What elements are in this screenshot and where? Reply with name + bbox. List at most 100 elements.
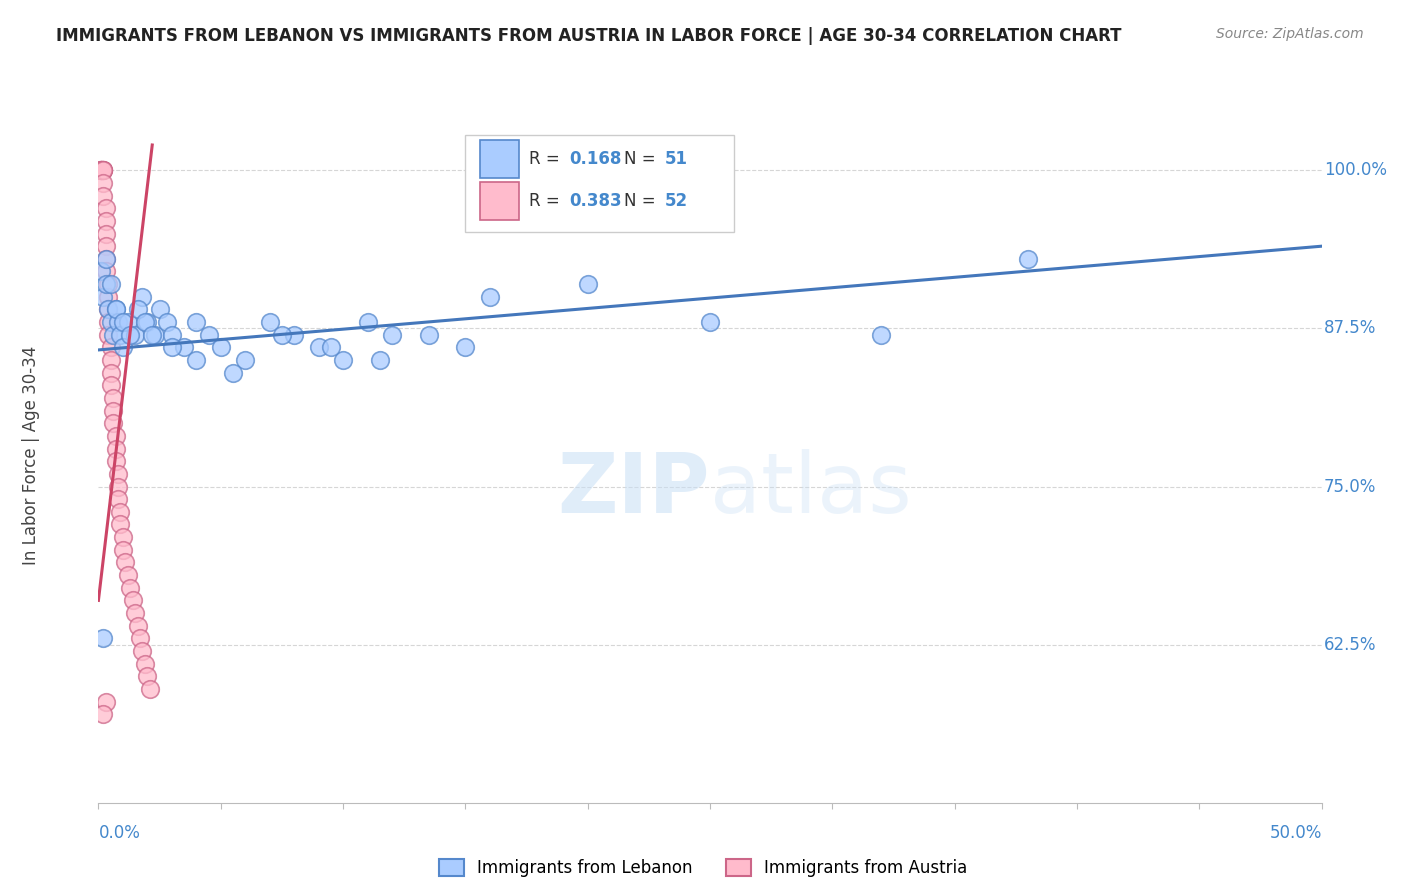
- Point: [356, 315, 378, 329]
- Point: [134, 315, 156, 329]
- Point: [104, 302, 127, 317]
- Point: [90, 163, 112, 178]
- Point: [94, 695, 117, 709]
- Point: [94, 252, 117, 266]
- Point: [197, 327, 219, 342]
- Text: 87.5%: 87.5%: [1324, 319, 1376, 337]
- Point: [94, 214, 117, 228]
- Point: [143, 327, 166, 342]
- Point: [101, 403, 124, 417]
- Point: [139, 681, 162, 696]
- Point: [134, 657, 156, 671]
- Point: [91, 163, 114, 178]
- Point: [100, 315, 122, 329]
- Point: [104, 302, 127, 317]
- Text: In Labor Force | Age 30-34: In Labor Force | Age 30-34: [22, 345, 41, 565]
- Point: [107, 315, 129, 329]
- Text: N =: N =: [624, 192, 661, 210]
- Legend: Immigrants from Lebanon, Immigrants from Austria: Immigrants from Lebanon, Immigrants from…: [432, 852, 974, 884]
- Point: [101, 417, 124, 431]
- Point: [97, 302, 120, 317]
- Point: [90, 163, 112, 178]
- Point: [454, 340, 477, 354]
- Point: [90, 163, 112, 178]
- Point: [91, 290, 114, 304]
- Point: [94, 252, 117, 266]
- Text: N =: N =: [624, 150, 661, 169]
- Text: atlas: atlas: [710, 450, 911, 530]
- Text: 52: 52: [665, 192, 688, 210]
- Point: [91, 176, 114, 190]
- Point: [94, 227, 117, 241]
- Text: 0.0%: 0.0%: [98, 823, 141, 842]
- Point: [111, 530, 134, 544]
- Text: IMMIGRANTS FROM LEBANON VS IMMIGRANTS FROM AUSTRIA IN LABOR FORCE | AGE 30-34 CO: IMMIGRANTS FROM LEBANON VS IMMIGRANTS FR…: [56, 27, 1122, 45]
- Text: 0.168: 0.168: [569, 150, 621, 169]
- Point: [94, 239, 117, 253]
- Point: [381, 327, 404, 342]
- FancyBboxPatch shape: [465, 135, 734, 232]
- Point: [127, 618, 149, 632]
- Point: [156, 315, 179, 329]
- Point: [110, 517, 132, 532]
- Text: R =: R =: [529, 150, 565, 169]
- Point: [160, 340, 183, 354]
- Point: [576, 277, 599, 292]
- Text: 51: 51: [665, 150, 688, 169]
- Point: [121, 593, 143, 607]
- Point: [478, 290, 501, 304]
- Text: Source: ZipAtlas.com: Source: ZipAtlas.com: [1216, 27, 1364, 41]
- Point: [117, 568, 139, 582]
- Point: [136, 315, 159, 329]
- Point: [91, 163, 114, 178]
- Point: [1017, 252, 1039, 266]
- Point: [136, 669, 159, 683]
- Point: [100, 340, 122, 354]
- Point: [114, 556, 136, 570]
- Point: [97, 290, 120, 304]
- Point: [107, 479, 129, 493]
- Point: [129, 632, 152, 646]
- Point: [418, 327, 440, 342]
- Point: [97, 315, 120, 329]
- Point: [259, 315, 281, 329]
- Point: [699, 315, 721, 329]
- Point: [104, 442, 127, 456]
- Point: [100, 378, 122, 392]
- Point: [101, 391, 124, 405]
- Point: [270, 327, 294, 342]
- FancyBboxPatch shape: [479, 182, 519, 220]
- Point: [124, 606, 146, 620]
- Point: [186, 353, 208, 368]
- Point: [91, 188, 114, 202]
- Point: [127, 302, 149, 317]
- Point: [101, 327, 124, 342]
- Text: R =: R =: [529, 192, 565, 210]
- Point: [90, 264, 112, 278]
- Point: [141, 327, 163, 342]
- Text: 0.383: 0.383: [569, 192, 621, 210]
- FancyBboxPatch shape: [479, 140, 519, 178]
- Point: [160, 327, 183, 342]
- Point: [117, 315, 139, 329]
- Point: [100, 277, 122, 292]
- Point: [97, 277, 120, 292]
- Point: [209, 340, 232, 354]
- Point: [91, 632, 114, 646]
- Point: [91, 163, 114, 178]
- Point: [120, 581, 142, 595]
- Text: 50.0%: 50.0%: [1270, 823, 1322, 842]
- Point: [131, 290, 153, 304]
- Point: [104, 429, 127, 443]
- Point: [111, 340, 134, 354]
- Point: [107, 492, 129, 507]
- Point: [319, 340, 342, 354]
- Point: [368, 353, 391, 368]
- Point: [120, 327, 142, 342]
- Point: [332, 353, 354, 368]
- Point: [111, 542, 134, 557]
- Text: 100.0%: 100.0%: [1324, 161, 1388, 179]
- Point: [186, 315, 208, 329]
- Point: [91, 163, 114, 178]
- Point: [97, 302, 120, 317]
